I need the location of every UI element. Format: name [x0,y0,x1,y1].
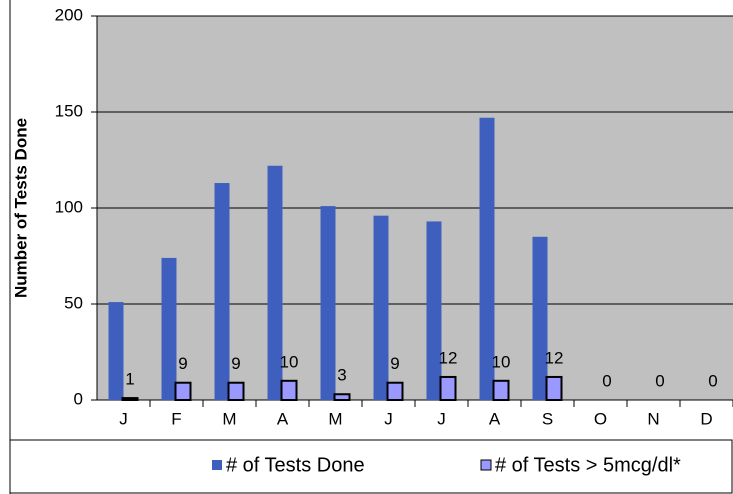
bar [333,393,351,401]
bar [227,381,245,402]
bar [280,379,298,401]
y-tick-label: 100 [55,197,83,216]
legend-box [9,439,733,494]
y-axis-label: Number of Tests Done [11,118,30,298]
x-tick-label: J [384,409,393,428]
bar [492,379,510,401]
bar [479,117,495,400]
bar [532,236,548,400]
legend-swatch [212,460,222,470]
data-label: 0 [655,371,664,390]
bar [386,381,404,402]
x-tick-label: O [594,409,607,428]
y-tick-label: 0 [74,389,83,408]
x-tick-label: J [119,409,128,428]
x-tick-label: A [277,409,289,428]
data-label: 10 [492,352,511,371]
bar [267,165,283,400]
bar [161,257,177,400]
data-label: 12 [545,348,564,367]
legend-label: # of Tests Done [226,454,365,476]
bar [439,375,457,401]
bar [214,183,230,400]
y-tick-label: 200 [55,5,83,24]
bar [121,397,139,401]
x-tick-label: S [542,409,553,428]
data-label: 9 [231,354,240,373]
bar [426,221,442,400]
data-label: 0 [602,371,611,390]
data-label: 1 [125,370,134,389]
y-tick-label: 150 [55,101,83,120]
legend-swatch [480,459,492,471]
bar [545,375,563,401]
x-tick-label: J [437,409,446,428]
x-tick-label: A [489,409,501,428]
x-tick-label: M [328,409,342,428]
legend-label: # of Tests > 5mcg/dl* [495,454,681,476]
data-label: 9 [390,354,399,373]
data-label: 12 [439,348,458,367]
data-label: 10 [280,352,299,371]
y-tick-label: 50 [64,293,83,312]
x-tick-label: F [171,409,181,428]
data-label: 3 [337,366,346,385]
bar [174,381,192,402]
data-label: 9 [178,354,187,373]
bar [373,215,389,400]
data-label: 0 [708,371,717,390]
bar [320,206,336,400]
x-tick-label: D [700,409,712,428]
x-tick-label: N [647,409,659,428]
bar [108,302,124,400]
x-tick-label: M [222,409,236,428]
